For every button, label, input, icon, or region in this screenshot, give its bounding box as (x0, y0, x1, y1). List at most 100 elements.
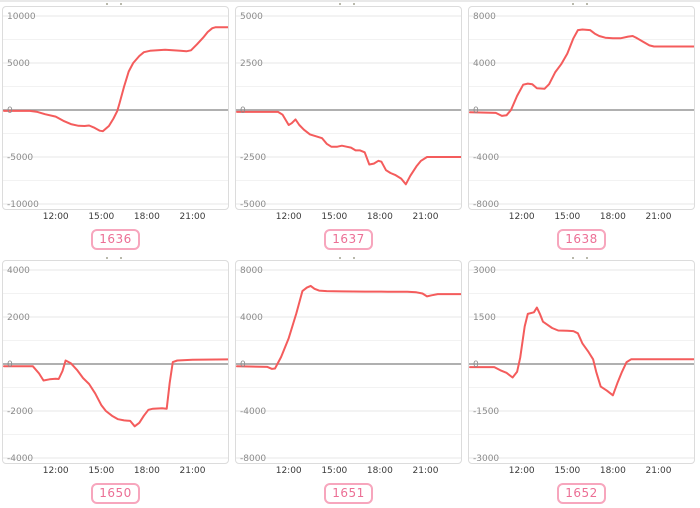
line-plot: 10000 5000 0 -5000 -10000 (3, 12, 228, 209)
line-plot: 8000 4000 0 -4000 -8000 (236, 266, 461, 463)
y-tick-label: 0 (473, 360, 479, 370)
chart-cell-1638: 8000 4000 0 -4000 -8000 12:00 15:00 18:00 21:00 1… (468, 3, 695, 257)
chart-id-badge[interactable]: 1651 (324, 483, 373, 504)
badge-row: 1638 (468, 225, 695, 257)
x-axis: 12:00 15:00 18:00 21:00 (2, 210, 229, 225)
cropped-header-strip (0, 0, 700, 2)
y-tick-label: -4000 (240, 407, 266, 417)
x-tick-label: 18:00 (133, 212, 160, 222)
y-tick-label: 10000 (7, 12, 36, 22)
x-tick-label: 12:00 (275, 466, 302, 476)
y-tick-label: 4000 (240, 313, 263, 323)
x-tick-label: 12:00 (508, 212, 535, 222)
x-axis: 12:00 15:00 18:00 21:00 (235, 210, 462, 225)
x-tick-label: 15:00 (321, 466, 348, 476)
x-tick-label: 15:00 (554, 466, 581, 476)
cropped-title-remnant (2, 257, 229, 260)
cropped-title-remnant (235, 257, 462, 260)
y-tick-label: 1500 (473, 313, 496, 323)
chart-card: 4000 2000 0 -2000 -4000 (2, 260, 229, 464)
x-tick-label: 21:00 (412, 212, 439, 222)
y-tick-label: -3000 (473, 454, 499, 463)
x-tick-label: 18:00 (599, 212, 626, 222)
badge-row: 1650 (2, 479, 229, 505)
data-line-series-1636 (3, 26, 228, 133)
x-tick-label: 18:00 (366, 466, 393, 476)
x-axis: 12:00 15:00 18:00 21:00 (235, 464, 462, 479)
y-tick-label: 0 (7, 360, 13, 370)
x-tick-label: 21:00 (645, 212, 672, 222)
cropped-title-remnant (468, 257, 695, 260)
data-line-series-1652 (469, 306, 694, 397)
chart-card: 8000 4000 0 -4000 -8000 (235, 260, 462, 464)
x-tick-label: 18:00 (599, 466, 626, 476)
data-line-series-1651 (236, 284, 461, 370)
y-tick-label: 5000 (240, 12, 263, 22)
y-tick-label: 8000 (240, 266, 263, 276)
chart-cell-1650: 4000 2000 0 -2000 -4000 12:00 15:00 18:00 21:00 1… (2, 257, 229, 505)
y-tick-label: -5000 (7, 153, 33, 163)
badge-row: 1651 (235, 479, 462, 505)
x-tick-label: 12:00 (42, 212, 69, 222)
chart-cell-1652: 3000 1500 0 -1500 -3000 12:00 15:00 18:00 21:00 1… (468, 257, 695, 505)
chart-card: 10000 5000 0 -5000 -10000 (2, 6, 229, 210)
y-tick-label: -4000 (7, 454, 33, 463)
cropped-title-remnant (2, 3, 229, 6)
badge-row: 1636 (2, 225, 229, 257)
chart-card: 8000 4000 0 -4000 -8000 (468, 6, 695, 210)
chart-id-badge[interactable]: 1650 (91, 483, 140, 504)
x-tick-label: 12:00 (42, 466, 69, 476)
x-tick-label: 21:00 (179, 466, 206, 476)
x-axis: 12:00 15:00 18:00 21:00 (2, 464, 229, 479)
line-plot: 4000 2000 0 -2000 -4000 (3, 266, 228, 463)
y-tick-label: 4000 (473, 59, 496, 69)
chart-id-badge[interactable]: 1652 (557, 483, 606, 504)
chart-id-badge[interactable]: 1637 (324, 229, 373, 250)
chart-id-badge[interactable]: 1638 (557, 229, 606, 250)
y-tick-label: -2000 (7, 407, 33, 417)
chart-card: 3000 1500 0 -1500 -3000 (468, 260, 695, 464)
badge-row: 1652 (468, 479, 695, 505)
y-tick-label: 2500 (240, 59, 263, 69)
y-tick-label: 5000 (7, 59, 30, 69)
line-plot: 3000 1500 0 -1500 -3000 (469, 266, 694, 463)
x-tick-label: 15:00 (554, 212, 581, 222)
x-tick-label: 18:00 (133, 466, 160, 476)
y-tick-label: 4000 (7, 266, 30, 276)
x-tick-label: 12:00 (275, 212, 302, 222)
y-tick-label: -1500 (473, 407, 499, 417)
x-tick-label: 15:00 (88, 466, 115, 476)
data-line-series-1637 (236, 110, 461, 186)
cropped-title-remnant (235, 3, 462, 6)
y-tick-label: -8000 (473, 200, 499, 209)
y-tick-label: 8000 (473, 12, 496, 22)
chart-card: 5000 2500 0 -2500 -5000 (235, 6, 462, 210)
line-plot: 5000 2500 0 -2500 -5000 (236, 12, 461, 209)
badge-row: 1637 (235, 225, 462, 257)
x-tick-label: 12:00 (508, 466, 535, 476)
charts-grid: 10000 5000 0 -5000 -10000 12:00 15:00 18:00 21:0… (0, 3, 700, 505)
y-tick-label: 2000 (7, 313, 30, 323)
y-tick-label: -5000 (240, 200, 266, 209)
y-tick-label: -10000 (7, 200, 39, 209)
x-tick-label: 15:00 (88, 212, 115, 222)
line-plot: 8000 4000 0 -4000 -8000 (469, 12, 694, 209)
chart-cell-1636: 10000 5000 0 -5000 -10000 12:00 15:00 18:00 21:0… (2, 3, 229, 257)
y-tick-label: 0 (240, 360, 246, 370)
y-tick-label: 0 (240, 106, 246, 116)
x-tick-label: 21:00 (412, 466, 439, 476)
x-axis: 12:00 15:00 18:00 21:00 (468, 210, 695, 225)
x-tick-label: 15:00 (321, 212, 348, 222)
chart-cell-1651: 8000 4000 0 -4000 -8000 12:00 15:00 18:00 21:00 1… (235, 257, 462, 505)
cropped-title-remnant (468, 3, 695, 6)
x-axis: 12:00 15:00 18:00 21:00 (468, 464, 695, 479)
y-tick-label: -4000 (473, 153, 499, 163)
data-line-series-1638 (469, 28, 694, 117)
y-tick-label: -8000 (240, 454, 266, 463)
y-tick-label: -2500 (240, 153, 266, 163)
chart-cell-1637: 5000 2500 0 -2500 -5000 12:00 15:00 18:00 21:00 1… (235, 3, 462, 257)
data-line-series-1650 (3, 358, 228, 428)
chart-id-badge[interactable]: 1636 (91, 229, 140, 250)
x-tick-label: 21:00 (645, 466, 672, 476)
y-tick-label: 0 (7, 106, 13, 116)
